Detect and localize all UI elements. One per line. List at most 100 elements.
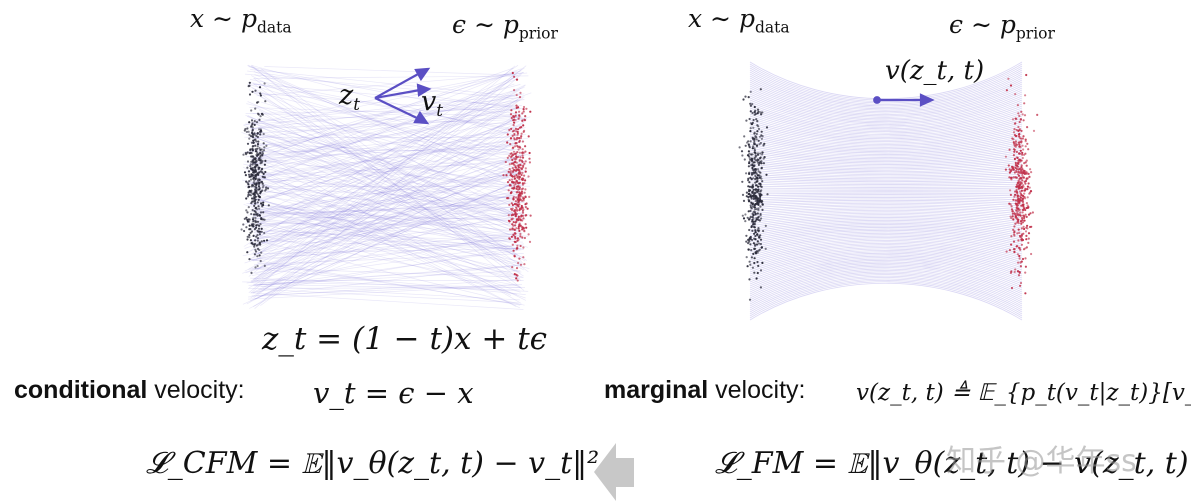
sample-point bbox=[754, 202, 758, 206]
sample-point bbox=[756, 212, 759, 215]
conditional-path bbox=[250, 159, 520, 185]
sample-point bbox=[259, 155, 262, 158]
sample-point bbox=[521, 183, 525, 186]
conditional-path bbox=[254, 232, 522, 250]
sample-point bbox=[748, 278, 751, 281]
sample-point bbox=[517, 227, 520, 230]
sample-point bbox=[751, 111, 754, 115]
conditional-path bbox=[252, 132, 517, 229]
sample-point bbox=[756, 112, 759, 115]
sample-point bbox=[1012, 154, 1016, 157]
sample-point bbox=[752, 196, 756, 199]
sample-point bbox=[748, 152, 751, 155]
marginal-path bbox=[749, 218, 1023, 231]
sample-point bbox=[510, 235, 513, 238]
sample-point bbox=[257, 168, 260, 171]
sample-point bbox=[749, 215, 752, 218]
conditional-path bbox=[256, 114, 517, 282]
sample-point bbox=[759, 160, 762, 163]
sample-point bbox=[753, 271, 756, 274]
sample-point bbox=[1018, 135, 1021, 138]
marginal-path bbox=[749, 107, 1023, 132]
sample-point bbox=[753, 157, 756, 160]
sample-point bbox=[254, 242, 257, 245]
sample-point bbox=[752, 177, 755, 180]
sample-point bbox=[761, 261, 764, 264]
marginal-path bbox=[749, 173, 1023, 180]
marginal-path bbox=[749, 95, 1023, 124]
sample-point bbox=[1012, 148, 1016, 151]
sample-point bbox=[260, 180, 263, 183]
sample-point bbox=[502, 174, 505, 177]
sample-point bbox=[748, 240, 751, 243]
sample-point bbox=[751, 266, 755, 269]
sample-point bbox=[528, 157, 531, 160]
sample-point bbox=[1016, 270, 1020, 273]
marginal-path bbox=[749, 161, 1023, 171]
sample-point bbox=[759, 214, 762, 217]
sample-point bbox=[751, 212, 754, 215]
sample-point bbox=[747, 96, 750, 99]
sample-point bbox=[1016, 104, 1020, 107]
sample-point bbox=[250, 119, 254, 122]
sample-point bbox=[248, 133, 251, 136]
sample-point bbox=[750, 178, 753, 181]
sample-point bbox=[523, 129, 526, 132]
sample-point bbox=[762, 229, 765, 233]
sample-point bbox=[1015, 205, 1019, 208]
sample-point bbox=[1020, 220, 1023, 223]
marginal-path bbox=[749, 175, 1023, 181]
conditional-path bbox=[260, 152, 522, 304]
conditional-path bbox=[250, 64, 525, 291]
sample-point bbox=[1024, 208, 1027, 212]
marginal-path bbox=[749, 113, 1023, 137]
marginal-path bbox=[749, 234, 1023, 253]
sample-point bbox=[1018, 190, 1022, 193]
sample-point bbox=[261, 167, 264, 170]
conditional-path bbox=[259, 205, 519, 238]
sample-point bbox=[523, 191, 526, 194]
sample-point bbox=[515, 227, 518, 230]
sample-point bbox=[517, 155, 520, 159]
sample-point bbox=[524, 179, 527, 182]
sample-point bbox=[1005, 250, 1008, 253]
sample-point bbox=[761, 151, 764, 154]
sample-point bbox=[264, 189, 267, 192]
sample-point bbox=[261, 150, 264, 153]
conditional-path bbox=[247, 84, 515, 272]
conditional-path bbox=[245, 108, 520, 114]
marginal-path bbox=[749, 248, 1023, 273]
marginal-path bbox=[749, 99, 1023, 127]
sample-point bbox=[754, 238, 757, 241]
sample-point bbox=[1017, 261, 1020, 264]
conditional-path bbox=[252, 216, 525, 220]
conditional-path bbox=[251, 149, 514, 216]
sample-point bbox=[1028, 186, 1031, 189]
marginal-path bbox=[749, 117, 1023, 140]
sample-point bbox=[751, 185, 754, 188]
sample-point bbox=[752, 171, 755, 174]
sample-point bbox=[527, 135, 530, 138]
sample-point bbox=[254, 157, 257, 160]
conditional-path bbox=[251, 230, 523, 243]
conditional-path bbox=[247, 116, 513, 213]
conditional-path bbox=[256, 145, 517, 232]
sample-point bbox=[263, 218, 266, 221]
marginal-path bbox=[749, 241, 1023, 263]
sample-point bbox=[509, 156, 513, 159]
left-x-label: x ∼ pdata bbox=[190, 4, 292, 37]
sample-point bbox=[1009, 193, 1013, 196]
sample-point bbox=[246, 127, 249, 130]
sample-point bbox=[512, 221, 515, 224]
sample-point bbox=[254, 170, 258, 173]
sample-point bbox=[251, 241, 254, 244]
conditional-path bbox=[253, 188, 522, 235]
conditional-path bbox=[248, 264, 522, 298]
sample-point bbox=[1024, 197, 1027, 200]
sample-point bbox=[757, 185, 760, 188]
sample-point bbox=[1021, 211, 1024, 214]
sample-point bbox=[745, 119, 748, 122]
sample-point bbox=[245, 153, 248, 156]
conditional-path bbox=[249, 68, 522, 161]
marginal-path bbox=[749, 214, 1023, 225]
